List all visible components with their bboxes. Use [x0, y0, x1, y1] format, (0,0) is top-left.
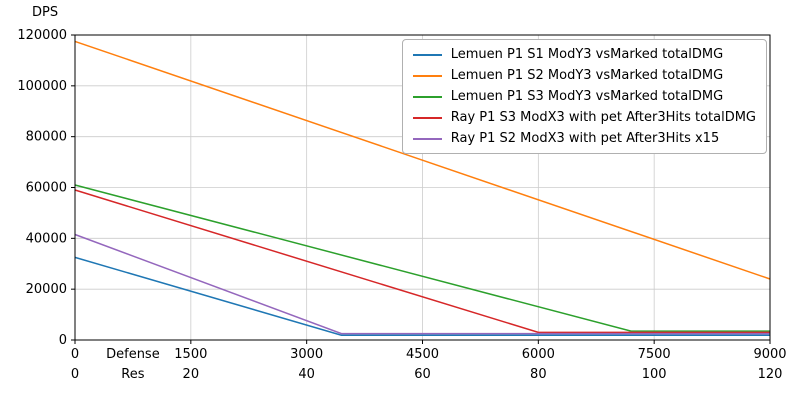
legend-item: Lemuen P1 S2 ModY3 vsMarked totalDMG — [412, 68, 756, 83]
y-axis-title: DPS — [32, 5, 59, 20]
x-tick-label: 120 — [758, 367, 783, 382]
x-tick-label: 0 — [71, 347, 79, 362]
y-tick-label: 120000 — [17, 28, 67, 43]
legend-line-swatch — [412, 74, 442, 77]
legend-line-swatch — [412, 53, 442, 56]
legend-line-swatch — [412, 95, 442, 98]
x-tick-label: 80 — [530, 367, 547, 382]
x-tick-label: 100 — [642, 367, 667, 382]
legend-line-swatch — [412, 137, 442, 140]
y-tick-label: 100000 — [17, 79, 67, 94]
x-tick-label: 7500 — [638, 347, 671, 362]
legend-line-swatch — [412, 116, 442, 119]
y-tick-label: 40000 — [26, 231, 67, 246]
x-tick-label: 3000 — [290, 347, 323, 362]
legend-label: Ray P1 S3 ModX3 with pet After3Hits tota… — [450, 110, 756, 125]
series-line-1 — [74, 40, 771, 280]
y-tick-label: 60000 — [26, 181, 67, 196]
x-tick-label: 60 — [414, 367, 431, 382]
x-tick-label: 6000 — [522, 347, 555, 362]
series-line-2 — [74, 184, 770, 332]
x-tick-label: 20 — [183, 367, 200, 382]
x-tick-label: 0 — [71, 367, 79, 382]
legend-item: Ray P1 S3 ModX3 with pet After3Hits tota… — [412, 110, 756, 125]
legend-item: Ray P1 S2 ModX3 with pet After3Hits x15 — [412, 131, 756, 146]
legend: Lemuen P1 S1 ModY3 vsMarked totalDMG Lem… — [401, 39, 767, 154]
legend-item: Lemuen P1 S3 ModY3 vsMarked totalDMG — [412, 89, 756, 104]
legend-label: Lemuen P1 S3 ModY3 vsMarked totalDMG — [450, 89, 724, 104]
legend-label: Lemuen P1 S1 ModY3 vsMarked totalDMG — [450, 47, 724, 62]
x-axis-row-label: Res — [121, 367, 144, 382]
x-axis-row-label: Defense — [106, 347, 160, 362]
x-tick-label: 4500 — [406, 347, 439, 362]
series-line-4 — [74, 233, 770, 335]
y-tick-label: 20000 — [26, 282, 67, 297]
y-tick-label: 0 — [59, 333, 67, 348]
legend-item: Lemuen P1 S1 ModY3 vsMarked totalDMG — [412, 47, 756, 62]
y-tick-label: 80000 — [26, 130, 67, 145]
series-line-3 — [74, 189, 770, 334]
series-line-0 — [74, 256, 770, 336]
x-tick-label: 9000 — [753, 347, 786, 362]
tick-marks — [71, 34, 771, 344]
legend-label: Lemuen P1 S2 ModY3 vsMarked totalDMG — [450, 68, 724, 83]
x-tick-label: 1500 — [174, 347, 207, 362]
legend-label: Ray P1 S2 ModX3 with pet After3Hits x15 — [450, 131, 720, 146]
x-tick-label: 40 — [298, 367, 315, 382]
